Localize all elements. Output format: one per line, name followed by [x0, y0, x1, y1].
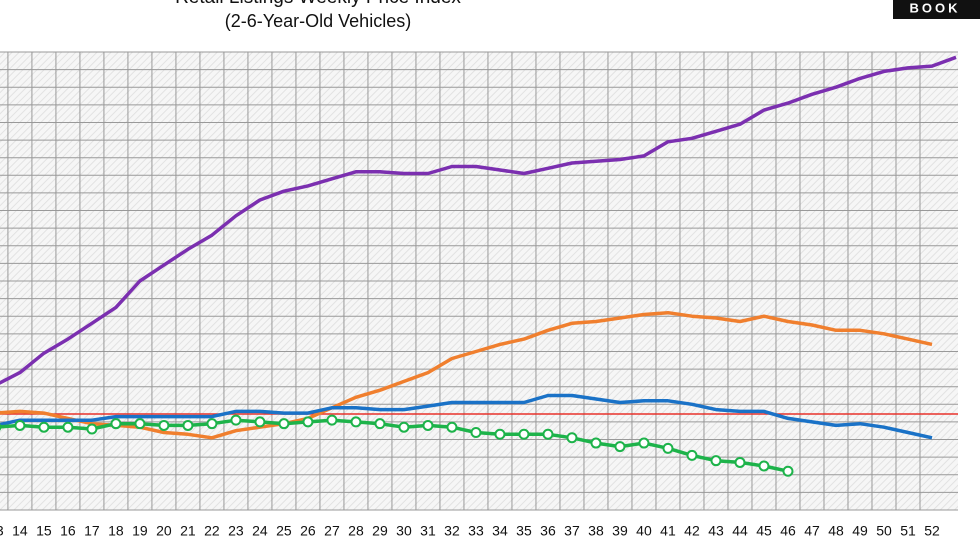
point — [662, 442, 674, 454]
x-tick-label: 18 — [108, 523, 124, 539]
x-tick-label: 41 — [660, 523, 676, 539]
point — [566, 432, 578, 444]
point — [590, 437, 602, 449]
x-tick-label: 26 — [300, 523, 316, 539]
point — [38, 421, 50, 433]
x-tick-label: 47 — [804, 523, 820, 539]
series-line — [0, 393, 933, 440]
point — [638, 437, 650, 449]
x-tick-label: 48 — [828, 523, 844, 539]
x-tick-label: 25 — [276, 523, 292, 539]
point — [734, 456, 746, 468]
x-tick-label: 34 — [492, 523, 508, 539]
point — [326, 414, 338, 426]
x-tick-label: 39 — [612, 523, 628, 539]
point — [182, 419, 194, 431]
point — [542, 428, 554, 440]
x-tick-label: 14 — [12, 523, 28, 539]
x-tick-label: 51 — [900, 523, 916, 539]
point — [614, 441, 626, 453]
point — [518, 428, 530, 440]
point — [254, 416, 266, 428]
x-tick-label: 38 — [588, 523, 604, 539]
point — [14, 419, 26, 431]
x-tick-label: 30 — [396, 523, 412, 539]
x-tick-label: 42 — [684, 523, 700, 539]
point — [302, 416, 314, 428]
point — [398, 421, 410, 433]
point — [350, 416, 362, 428]
point — [62, 421, 74, 433]
point — [470, 426, 482, 438]
point — [158, 419, 170, 431]
x-tick-label: 27 — [324, 523, 340, 539]
x-tick-label: 31 — [420, 523, 436, 539]
x-tick-label: 33 — [468, 523, 484, 539]
chart-subtitle: (2-6-Year-Old Vehicles) — [225, 11, 411, 31]
x-tick-label: 16 — [60, 523, 76, 539]
x-tick-label: 17 — [84, 523, 100, 539]
badge: BOOK — [910, 0, 961, 15]
x-tick-label: 29 — [372, 523, 388, 539]
point — [710, 455, 722, 467]
point — [758, 460, 770, 472]
point — [782, 465, 794, 477]
x-tick-label: 45 — [756, 523, 772, 539]
series-line — [0, 55, 957, 385]
x-tick-label: 40 — [636, 523, 652, 539]
x-tick-label: 44 — [732, 523, 748, 539]
point — [230, 414, 242, 426]
point — [110, 418, 122, 430]
point — [374, 418, 386, 430]
point — [686, 449, 698, 461]
x-tick-label: 52 — [924, 523, 940, 539]
point — [206, 418, 218, 430]
x-tick-label: 49 — [852, 523, 868, 539]
x-tick-label: 22 — [204, 523, 220, 539]
x-tick-label: 19 — [132, 523, 148, 539]
point — [86, 423, 98, 435]
badge-background — [893, 0, 980, 19]
point — [494, 428, 506, 440]
x-tick-label: 23 — [228, 523, 244, 539]
x-tick-label: 35 — [516, 523, 532, 539]
x-tick-label: 24 — [252, 523, 268, 539]
x-tick-label: 43 — [708, 523, 724, 539]
x-tick-label: 50 — [876, 523, 892, 539]
point — [446, 421, 458, 433]
x-tick-label: 37 — [564, 523, 580, 539]
series-line — [0, 418, 789, 473]
point — [134, 418, 146, 430]
point — [278, 418, 290, 430]
series-line — [0, 310, 933, 440]
x-tick-label: 36 — [540, 523, 556, 539]
x-tick-label: 32 — [444, 523, 460, 539]
x-tick-label: 28 — [348, 523, 364, 539]
x-tick-label: 21 — [180, 523, 196, 539]
x-tick-label: 13 — [0, 523, 4, 539]
point — [422, 419, 434, 431]
x-tick-label: 46 — [780, 523, 796, 539]
x-tick-label: 15 — [36, 523, 52, 539]
x-tick-label: 20 — [156, 523, 172, 539]
chart-title: Retail Listings Weekly Price Index — [175, 0, 461, 8]
